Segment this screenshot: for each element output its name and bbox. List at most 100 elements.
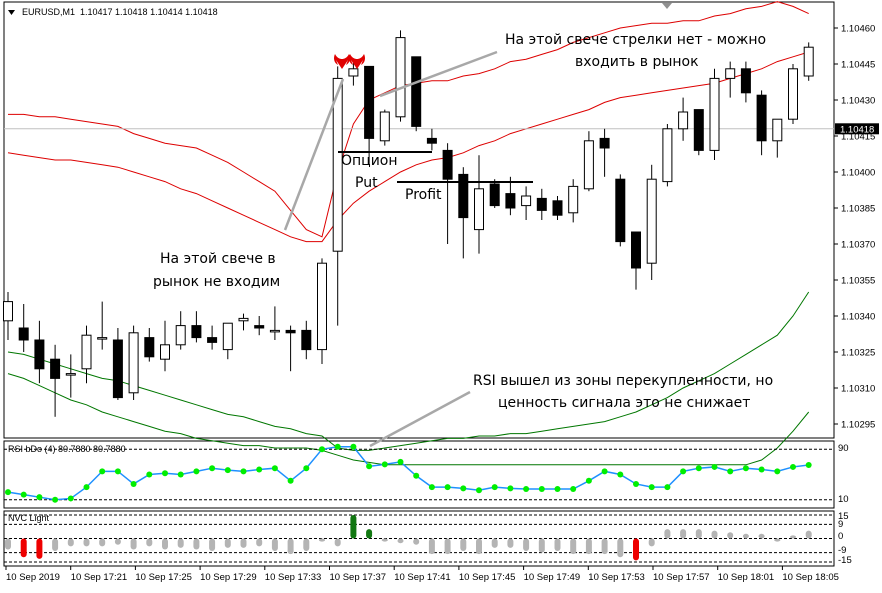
rsi-point bbox=[319, 446, 325, 453]
candle bbox=[332, 66, 343, 326]
nvc-bar bbox=[554, 538, 561, 552]
nvc-bar bbox=[319, 538, 325, 542]
annotation-no-entry-2: рынок не входим bbox=[153, 274, 280, 290]
rsi-point bbox=[20, 491, 27, 498]
rsi-point bbox=[209, 465, 216, 472]
nvc-bar bbox=[711, 530, 718, 539]
rsi-point bbox=[601, 468, 608, 475]
rsi-point bbox=[570, 485, 577, 492]
time-tick-label: 10 Sep 18:05 bbox=[782, 572, 839, 583]
annotation-no-arrow-1: На этой свече стрелки нет - можно bbox=[505, 32, 766, 48]
candle bbox=[207, 325, 218, 350]
rsi-point bbox=[334, 443, 341, 450]
candle bbox=[50, 344, 61, 417]
top-marker-icon bbox=[662, 3, 672, 9]
candle bbox=[301, 320, 312, 360]
nvc-panel-title: NVC Light bbox=[8, 513, 50, 523]
rsi-point bbox=[5, 489, 11, 496]
nvc-bar bbox=[774, 538, 781, 542]
pointer-line-rsi bbox=[369, 390, 471, 448]
candle bbox=[505, 176, 516, 216]
candle bbox=[112, 328, 123, 400]
candle bbox=[34, 320, 45, 384]
candle bbox=[238, 313, 249, 331]
price-axis: 1.10460 1.10445 1.10430 1.10415 1.10400 1.103… bbox=[834, 24, 875, 431]
price-tick-label: 1.10325 bbox=[841, 348, 875, 359]
time-tick-label: 10 Sep 2019 bbox=[6, 572, 60, 583]
rsi-point bbox=[711, 463, 718, 470]
nvc-bar bbox=[538, 538, 545, 553]
nvc-bar bbox=[507, 538, 514, 548]
nvc-bar bbox=[413, 538, 420, 545]
nvc-bar bbox=[460, 538, 467, 552]
rsi-point bbox=[130, 480, 137, 487]
rsi-point bbox=[617, 471, 624, 478]
candle bbox=[772, 118, 783, 158]
rsi-point bbox=[366, 463, 373, 470]
time-tick-label: 10 Sep 17:25 bbox=[135, 572, 192, 583]
rsi-point bbox=[99, 468, 106, 475]
rsi-point bbox=[381, 461, 388, 468]
chart-symbol: EURUSD,M1 bbox=[22, 7, 75, 17]
annotation-profit: Profit bbox=[405, 187, 442, 203]
price-tick-label: 1.10355 bbox=[841, 276, 875, 287]
candle bbox=[348, 61, 359, 86]
candle bbox=[191, 311, 202, 343]
time-tick-label: 10 Sep 17:33 bbox=[265, 572, 322, 583]
candle bbox=[678, 97, 689, 141]
candle bbox=[631, 231, 641, 290]
nvc-bar bbox=[52, 538, 59, 552]
time-tick-label: 10 Sep 17:21 bbox=[71, 572, 128, 583]
candle bbox=[662, 124, 673, 187]
sell-arrow-icon bbox=[334, 54, 350, 69]
candle bbox=[426, 128, 437, 151]
middle-band-line bbox=[7, 51, 809, 243]
candle bbox=[254, 316, 265, 336]
candle bbox=[740, 61, 751, 103]
time-tick-label: 10 Sep 17:45 bbox=[459, 572, 516, 583]
candle bbox=[788, 64, 798, 124]
rsi-level-bottom: 10 bbox=[838, 494, 849, 505]
candle bbox=[317, 258, 327, 364]
annotation-option-1: Опцион bbox=[341, 153, 398, 169]
rsi-point bbox=[727, 468, 734, 475]
candle bbox=[222, 322, 233, 360]
candle bbox=[18, 304, 29, 352]
nvc-bar bbox=[444, 538, 451, 555]
nvc-bar bbox=[193, 538, 200, 550]
candle bbox=[599, 128, 610, 177]
chart-ohlc: 1.10417 1.10418 1.10414 1.10418 bbox=[80, 7, 218, 17]
nvc-bar bbox=[476, 538, 482, 555]
symbol-triangle-icon bbox=[8, 10, 15, 15]
candle bbox=[411, 56, 422, 132]
rsi-point bbox=[507, 485, 514, 492]
candle bbox=[395, 30, 406, 122]
rsi-point bbox=[805, 462, 812, 469]
rsi-point bbox=[52, 496, 59, 503]
nvc-bar bbox=[601, 538, 608, 555]
nvc-level-minus-9: -9 bbox=[838, 545, 846, 556]
rsi-series bbox=[4, 443, 834, 503]
time-tick-label: 10 Sep 17:57 bbox=[653, 572, 710, 583]
lower-band-line bbox=[7, 291, 810, 451]
price-tick-label: 1.10415 bbox=[841, 132, 875, 143]
rsi-point bbox=[444, 484, 451, 491]
time-tick-label: 10 Sep 17:53 bbox=[588, 572, 645, 583]
price-tick-label: 1.10295 bbox=[841, 420, 875, 431]
price-tick-label: 1.10310 bbox=[841, 384, 875, 395]
rsi-point bbox=[664, 484, 671, 491]
candle bbox=[583, 131, 594, 192]
nvc-bar bbox=[99, 538, 106, 547]
nvc-bar bbox=[680, 529, 687, 539]
rsi-point bbox=[554, 485, 561, 492]
nvc-bar bbox=[303, 538, 310, 552]
rsi-point bbox=[742, 465, 749, 472]
time-tick-label: 10 Sep 17:37 bbox=[330, 572, 387, 583]
price-tick-label: 1.10385 bbox=[841, 204, 875, 215]
nvc-bar bbox=[742, 533, 749, 539]
rsi-point bbox=[790, 463, 796, 470]
rsi-point bbox=[413, 472, 420, 479]
rsi-point bbox=[774, 468, 781, 475]
